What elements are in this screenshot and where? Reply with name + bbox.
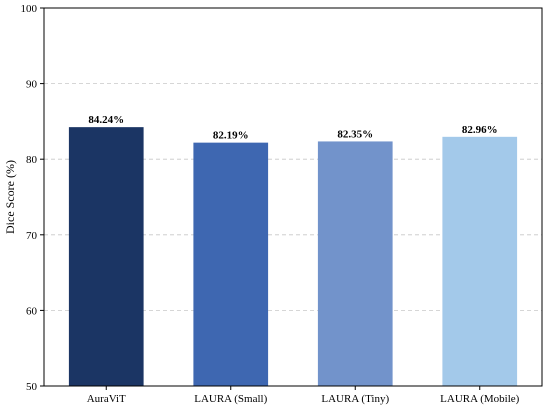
bar (193, 142, 269, 386)
y-tick-label: 50 (26, 381, 38, 393)
y-tick-label: 60 (26, 305, 38, 317)
y-axis-label: Dice Score (%) (3, 160, 17, 234)
bar (317, 141, 393, 386)
plot-frame (43, 7, 543, 387)
y-tick-label: 100 (21, 3, 38, 15)
y-tick-label: 90 (26, 79, 38, 91)
data-label: 84.24% (88, 114, 124, 126)
data-label: 82.19% (213, 130, 249, 142)
y-tick-label: 70 (26, 230, 38, 242)
y-axis-ticks: 50 60 70 80 90 100 (21, 3, 44, 393)
bar (68, 127, 144, 386)
x-tick-label: AuraViT (87, 393, 126, 405)
data-label: 82.96% (462, 124, 498, 136)
x-tick-label: LAURA (Small) (194, 393, 267, 405)
bars (68, 127, 518, 386)
data-label: 82.35% (337, 128, 373, 140)
x-axis-ticks: AuraViT LAURA (Small) LAURA (Tiny) LAURA (M… (87, 386, 520, 405)
x-tick-label: LAURA (Mobile) (440, 393, 519, 405)
data-labels: 84.24% 82.19% 82.35% 82.96% (88, 114, 497, 141)
bar (442, 136, 518, 386)
y-tick-label: 80 (26, 154, 38, 166)
x-tick-label: LAURA (Tiny) (321, 393, 389, 405)
